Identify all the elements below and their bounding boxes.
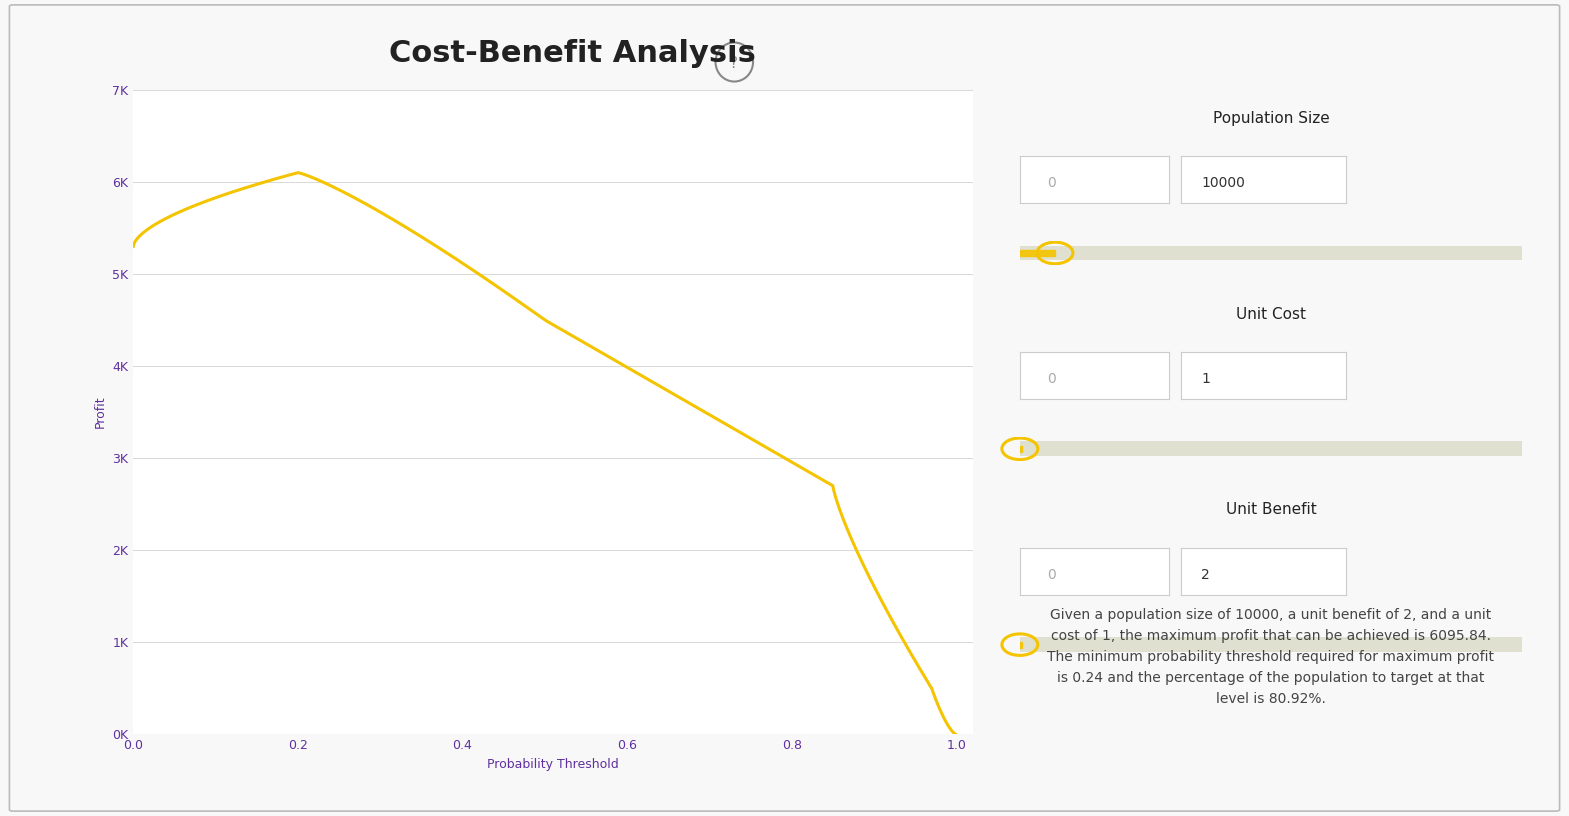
Text: Unit Benefit: Unit Benefit (1225, 503, 1316, 517)
Text: 1: 1 (1202, 372, 1210, 386)
Text: 0: 0 (1047, 176, 1056, 190)
X-axis label: Probability Threshold: Probability Threshold (488, 758, 618, 771)
Text: Population Size: Population Size (1213, 111, 1329, 126)
Text: ?: ? (730, 56, 739, 71)
Text: Given a population size of 10000, a unit benefit of 2, and a unit
cost of 1, the: Given a population size of 10000, a unit… (1048, 608, 1494, 706)
Text: 0: 0 (1047, 568, 1056, 582)
Text: Cost-Benefit Analysis: Cost-Benefit Analysis (389, 38, 756, 68)
Text: 2: 2 (1202, 568, 1210, 582)
Bar (1020, 446, 1023, 452)
Text: 0: 0 (1047, 372, 1056, 386)
Bar (1020, 641, 1023, 648)
Text: 10000: 10000 (1202, 176, 1246, 190)
Y-axis label: Profit: Profit (94, 396, 107, 428)
Text: Unit Cost: Unit Cost (1236, 307, 1305, 322)
Bar (1020, 250, 1054, 256)
